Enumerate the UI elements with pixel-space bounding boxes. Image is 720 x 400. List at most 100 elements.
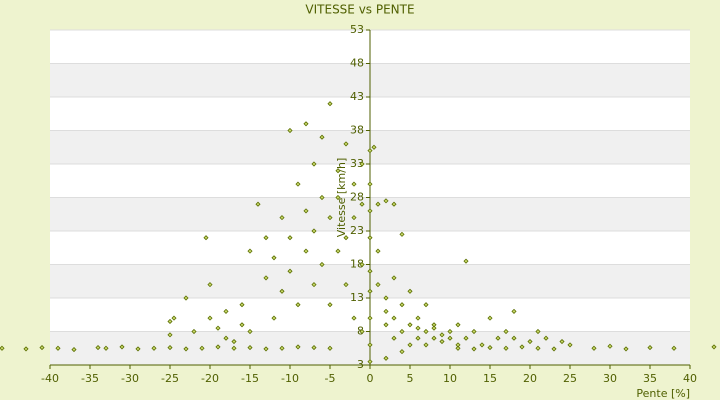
point: [287, 235, 293, 241]
point: [343, 141, 349, 147]
point: [191, 328, 197, 335]
point: [351, 315, 357, 321]
point: [271, 255, 277, 261]
point: [327, 302, 333, 308]
point: [343, 235, 349, 241]
point: [591, 345, 597, 351]
point: [0, 345, 5, 351]
x-tick-label: 40: [683, 372, 697, 385]
x-tick-label: -15: [241, 372, 259, 385]
point: [151, 345, 157, 351]
point: [295, 344, 301, 350]
point: [407, 342, 413, 348]
y-tick-label: 43: [350, 90, 364, 103]
y-tick-label: 18: [350, 258, 364, 271]
point: [279, 345, 285, 351]
point: [327, 215, 333, 221]
point: [367, 181, 373, 187]
point: [319, 194, 325, 201]
point: [431, 325, 437, 331]
x-tick-label: 5: [407, 372, 414, 385]
point: [223, 335, 229, 341]
point: [503, 328, 509, 335]
x-axis-label: Pente [%]: [636, 387, 690, 400]
point: [431, 335, 437, 341]
point: [311, 345, 317, 351]
point: [367, 342, 373, 348]
point: [511, 308, 517, 314]
point: [519, 344, 525, 350]
point: [263, 346, 269, 352]
point: [471, 328, 477, 335]
point: [551, 346, 557, 352]
point: [303, 208, 309, 214]
point: [447, 328, 453, 335]
point: [367, 315, 373, 321]
x-tick-label: 30: [603, 372, 617, 385]
point: [543, 335, 549, 341]
point: [447, 335, 453, 341]
axes: 38131823283338434853-40-35-30-25-20-15-1…: [41, 23, 697, 385]
point: [391, 315, 397, 321]
x-tick-label: -5: [325, 372, 336, 385]
point: [167, 332, 173, 338]
point: [567, 342, 573, 348]
point: [327, 345, 333, 351]
point: [367, 268, 373, 274]
point: [271, 315, 277, 321]
point: [279, 288, 285, 294]
point: [383, 198, 389, 204]
point: [503, 345, 509, 351]
point: [55, 345, 61, 351]
point: [239, 302, 245, 308]
point: [399, 349, 405, 355]
point: [231, 338, 237, 345]
point: [423, 342, 429, 348]
point: [367, 148, 373, 154]
point: [319, 261, 325, 268]
point: [383, 295, 389, 301]
point: [327, 101, 333, 107]
point: [455, 322, 461, 328]
point: [203, 235, 209, 241]
point: [367, 288, 373, 294]
y-tick-label: 53: [350, 23, 364, 36]
point: [167, 345, 173, 351]
point: [471, 346, 477, 352]
point: [39, 345, 45, 351]
point: [399, 231, 405, 237]
points: [0, 101, 717, 365]
point: [423, 302, 429, 308]
point: [375, 282, 381, 288]
point: [279, 215, 285, 221]
point: [311, 161, 317, 167]
point: [455, 342, 461, 348]
point: [407, 322, 413, 328]
point: [207, 282, 213, 288]
point: [535, 345, 541, 351]
point: [231, 345, 237, 351]
point: [311, 282, 317, 288]
point: [183, 346, 189, 352]
point: [487, 345, 493, 351]
point: [479, 342, 485, 348]
point: [399, 328, 405, 335]
point: [255, 201, 261, 207]
point: [263, 235, 269, 241]
point: [71, 347, 77, 353]
point: [623, 346, 629, 352]
point: [359, 328, 365, 335]
x-tick-label: -10: [281, 372, 299, 385]
point: [487, 315, 493, 321]
point: [335, 248, 341, 254]
point: [391, 335, 397, 341]
point: [239, 322, 245, 328]
x-tick-label: 10: [443, 372, 457, 385]
point: [439, 338, 445, 345]
y-tick-label: 48: [350, 57, 364, 70]
point: [371, 144, 377, 150]
point: [247, 248, 253, 254]
point: [23, 346, 29, 352]
point: [415, 335, 421, 341]
